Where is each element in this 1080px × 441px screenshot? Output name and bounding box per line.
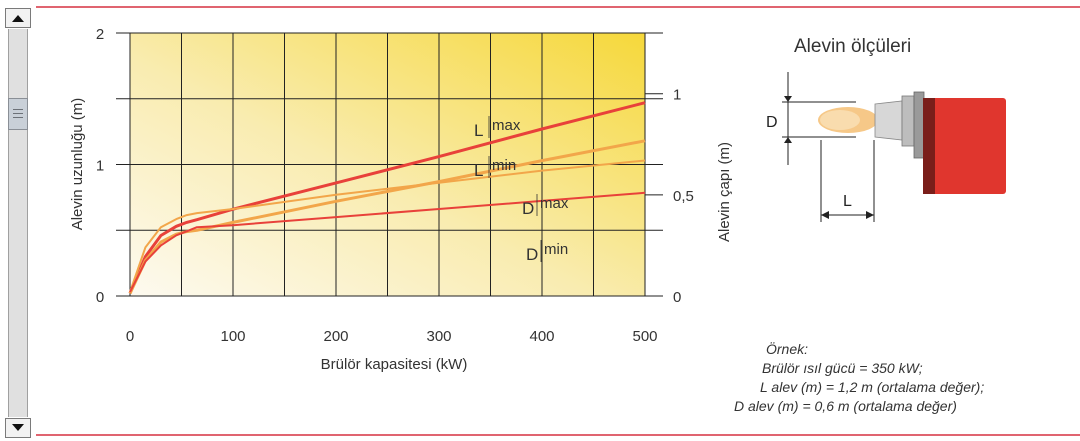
burner-nozzle <box>874 100 903 141</box>
y-axis-label: Alevin uzunluğu (m) <box>69 98 86 231</box>
scroll-thumb[interactable] <box>8 98 28 130</box>
series-lines <box>128 101 646 295</box>
y-tick-label: 1 <box>96 158 104 175</box>
x-tick-label: 200 <box>323 328 348 345</box>
x-tick-label: 500 <box>632 328 657 345</box>
x-axis-label: Brülör kapasitesi (kW) <box>321 356 468 373</box>
arrow-down-icon <box>12 424 24 431</box>
series-line-l-min <box>128 139 646 295</box>
series-label-name: L <box>474 121 483 140</box>
series-line-d-max <box>129 159 646 293</box>
tick-labels: 0 100 200 300 400 500 0 1 2 0 0,5 1 <box>96 26 694 345</box>
l-label: L <box>843 193 852 210</box>
y2-tick-label: 0,5 <box>673 188 694 205</box>
grip-icon <box>9 109 27 118</box>
y-tick-label: 2 <box>96 26 104 43</box>
example-line-2: L alev (m) = 1,2 m (ortalama değer); <box>760 379 985 395</box>
series-label-name: D <box>522 199 534 218</box>
example-line-1: Brülör ısıl gücü = 350 kW; <box>762 360 923 376</box>
scroll-up-button[interactable] <box>5 8 31 28</box>
series-label-name: D <box>526 245 538 264</box>
y2-axis-label: Alevin çapı (m) <box>716 142 733 242</box>
series-label-sub: max <box>492 117 521 134</box>
top-border <box>36 6 1080 8</box>
series-label-sub: max <box>540 195 569 212</box>
x-tick-label: 300 <box>426 328 451 345</box>
arrow-up-icon <box>12 15 24 22</box>
example-box: Örnek: Brülör ısıl gücü = 350 kW; L alev… <box>730 340 1070 416</box>
x-tick-label: 400 <box>529 328 554 345</box>
x-tick-label: 0 <box>126 328 134 345</box>
grid <box>116 32 663 297</box>
vertical-scrollbar[interactable] <box>5 8 31 438</box>
bottom-border <box>36 434 1080 436</box>
y-tick-label: 0 <box>96 289 104 306</box>
y2-tick-label: 0 <box>673 289 681 306</box>
y2-tick-label: 1 <box>673 87 681 104</box>
scroll-down-button[interactable] <box>5 418 31 438</box>
d-label: D <box>766 114 778 131</box>
series-line-l-max <box>128 101 646 294</box>
diagram-title: Alevin ölçüleri <box>794 36 912 57</box>
burner-flange <box>901 95 915 147</box>
example-title: Örnek: <box>766 341 809 357</box>
x-tick-label: 100 <box>220 328 245 345</box>
series-label-sub: min <box>492 157 516 174</box>
series-label-sub: min <box>544 241 568 258</box>
series-label-name: L <box>474 161 483 180</box>
burner-body <box>923 98 1006 194</box>
series-line-d-min <box>129 191 646 293</box>
burner-diagram: D L <box>766 72 1006 222</box>
example-line-3: D alev (m) = 0,6 m (ortalama değer) <box>734 398 957 414</box>
